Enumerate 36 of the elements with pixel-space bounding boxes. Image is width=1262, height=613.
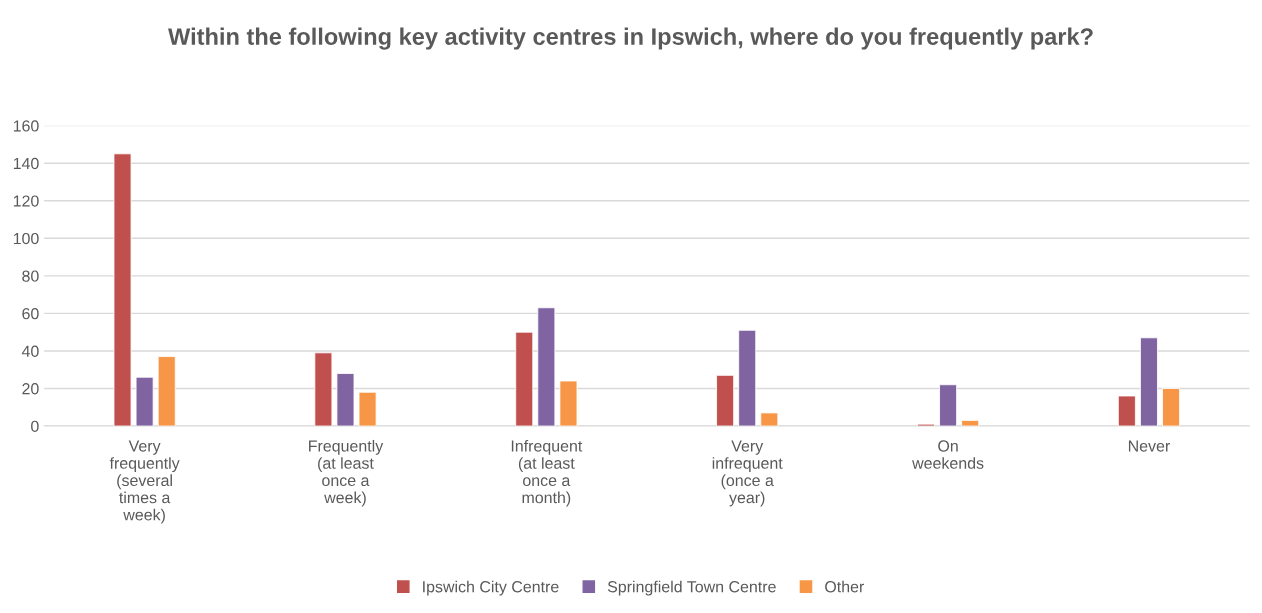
bar [716, 374, 735, 427]
bar [135, 376, 154, 427]
x-tick-label: Frequently (at least once a week) [309, 439, 384, 507]
chart-title: Within the following key activity centres in Ipswich, where do you frequently park? [168, 27, 1093, 50]
y-tick-label: 100 [13, 232, 39, 245]
bar [961, 419, 980, 427]
y-tick-label: 0 [31, 420, 39, 432]
x-tick-label: Never [1128, 440, 1170, 452]
x-tick-label: On weekends [912, 440, 984, 469]
bar [358, 391, 377, 427]
bar [939, 384, 958, 427]
bar [537, 307, 556, 427]
bar [515, 331, 534, 427]
bar [1162, 388, 1180, 427]
y-tick-label: 60 [22, 308, 39, 320]
x-tick-label: Very infrequent (once a year) [712, 440, 783, 507]
bar [1139, 337, 1158, 427]
y-tick-label: 40 [21, 345, 39, 357]
y-tick-label: 120 [13, 195, 39, 207]
legend-label: Other [825, 580, 865, 593]
x-tick-label: Infrequent (at least once a month) [511, 439, 583, 507]
bar [336, 373, 355, 427]
y-tick-label: 80 [22, 270, 39, 282]
bar [738, 329, 757, 427]
x-tick-label: Very frequently (several times a week) [109, 440, 180, 524]
bar [559, 380, 578, 427]
bar [760, 412, 779, 427]
y-tick-label: 20 [22, 383, 39, 395]
bar [157, 356, 176, 427]
y-tick-label: 160 [13, 120, 39, 132]
legend-label: Springfield Town Centre [607, 580, 776, 596]
bar [314, 352, 333, 427]
bar [1117, 395, 1136, 427]
bar [113, 153, 132, 427]
legend-label: Ipswich City Centre [423, 580, 559, 596]
y-tick-label: 140 [13, 157, 39, 170]
